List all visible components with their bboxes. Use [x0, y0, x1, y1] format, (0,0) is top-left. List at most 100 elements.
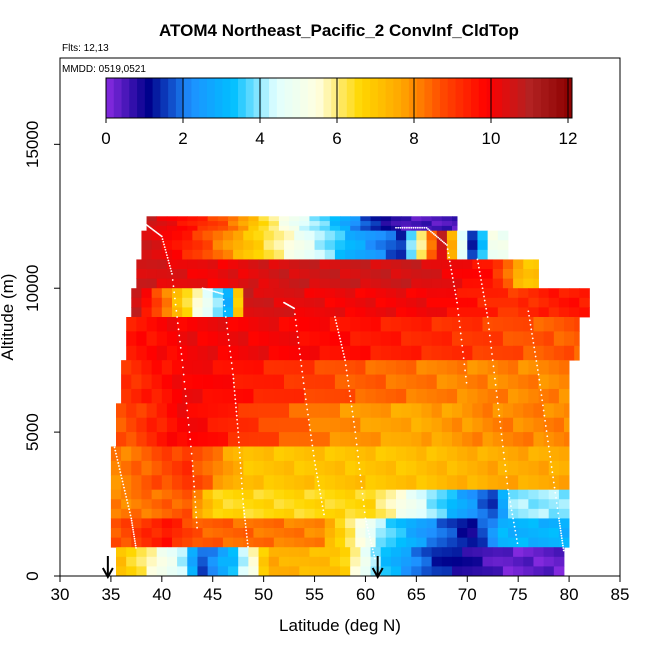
heat-cell	[497, 288, 509, 299]
heat-cell	[212, 307, 224, 318]
heat-cell	[202, 374, 214, 390]
heat-cell	[548, 374, 560, 390]
heat-cell	[319, 345, 331, 361]
heat-cell	[467, 508, 478, 519]
heat-cell	[121, 360, 132, 375]
heat-cell	[304, 374, 315, 390]
heat-cell	[263, 528, 275, 539]
flight-tracks	[110, 224, 565, 560]
heat-cell	[172, 508, 183, 519]
track-point	[456, 301, 458, 304]
heat-cell	[411, 221, 422, 227]
heat-cell	[284, 360, 295, 375]
heat-cell	[370, 269, 382, 280]
heat-cell	[192, 499, 203, 510]
track-point	[217, 291, 220, 294]
heat-cell	[421, 417, 433, 433]
track-point	[166, 256, 169, 259]
heat-cell	[263, 460, 275, 476]
heat-cell	[314, 307, 326, 318]
heat-cell	[467, 537, 478, 548]
heat-cell	[396, 475, 407, 491]
heat-cell	[508, 288, 519, 299]
heat-cell	[482, 566, 494, 577]
heat-cell	[385, 307, 397, 318]
track-point	[336, 325, 338, 328]
heat-cell	[299, 403, 310, 419]
heat-cell	[187, 221, 198, 227]
heat-cell	[121, 518, 132, 529]
heat-cell	[513, 278, 524, 289]
heat-cell	[228, 317, 239, 332]
heat-cell	[406, 249, 417, 260]
heat-cell	[487, 249, 499, 260]
heat-cell	[340, 566, 351, 577]
track-point	[479, 274, 482, 277]
track-point	[504, 464, 506, 466]
track-point	[364, 517, 367, 520]
heat-cell	[202, 288, 214, 299]
track-point	[315, 468, 317, 471]
heat-cell	[350, 547, 361, 558]
heat-cell	[294, 460, 305, 476]
heat-cell	[212, 460, 224, 476]
track-point	[501, 439, 504, 442]
heat-cell	[355, 297, 366, 308]
heat-cell	[161, 240, 173, 251]
track-point	[191, 459, 194, 462]
colorbar-cell	[346, 78, 355, 118]
heat-cell	[268, 269, 280, 280]
heat-cell	[411, 216, 422, 222]
heat-cell	[380, 221, 392, 227]
heat-cell	[558, 460, 570, 476]
heat-cell	[518, 528, 529, 539]
heat-cell	[253, 360, 265, 375]
heat-cell	[390, 221, 402, 227]
heat-cell	[436, 499, 448, 510]
heat-cell	[436, 528, 448, 539]
track-point	[224, 310, 226, 313]
track-point	[502, 451, 505, 454]
heat-cell	[370, 221, 382, 227]
track-point	[133, 537, 136, 540]
heat-cell	[558, 388, 570, 404]
heat-cell	[207, 317, 219, 332]
heat-cell	[268, 225, 280, 232]
heat-cell	[441, 269, 453, 280]
heat-cell	[375, 297, 387, 308]
heat-cell	[385, 288, 397, 299]
heat-cell	[492, 547, 504, 558]
heat-cell	[284, 489, 295, 500]
track-point	[176, 316, 178, 318]
heat-cell	[172, 537, 183, 548]
heat-cell	[390, 317, 402, 332]
heat-cell	[207, 547, 219, 558]
heat-cell	[487, 388, 499, 404]
track-point	[110, 434, 113, 437]
heat-cell	[141, 537, 153, 548]
heat-cell	[172, 230, 183, 241]
heat-cell	[380, 556, 392, 567]
track-point	[356, 449, 359, 452]
heat-cell	[156, 556, 168, 567]
track-point	[239, 456, 241, 459]
heat-cell	[477, 460, 489, 476]
track-point	[362, 499, 365, 501]
heat-cell	[380, 216, 392, 222]
heat-cell	[172, 360, 183, 375]
heat-cell	[299, 269, 310, 280]
heat-cell	[482, 432, 494, 447]
track-point	[187, 416, 189, 419]
y-tick-label: 10000	[23, 265, 42, 312]
heat-cell	[345, 297, 356, 308]
heat-cell	[289, 317, 300, 332]
heat-cell	[558, 374, 570, 390]
heat-cell	[228, 417, 239, 433]
heat-cell	[375, 360, 387, 375]
heat-cell	[151, 360, 163, 375]
heat-cell	[258, 566, 270, 577]
heat-cell	[166, 278, 178, 289]
heat-cell	[263, 230, 275, 241]
heat-cell	[197, 331, 209, 347]
heat-cell	[156, 278, 168, 289]
